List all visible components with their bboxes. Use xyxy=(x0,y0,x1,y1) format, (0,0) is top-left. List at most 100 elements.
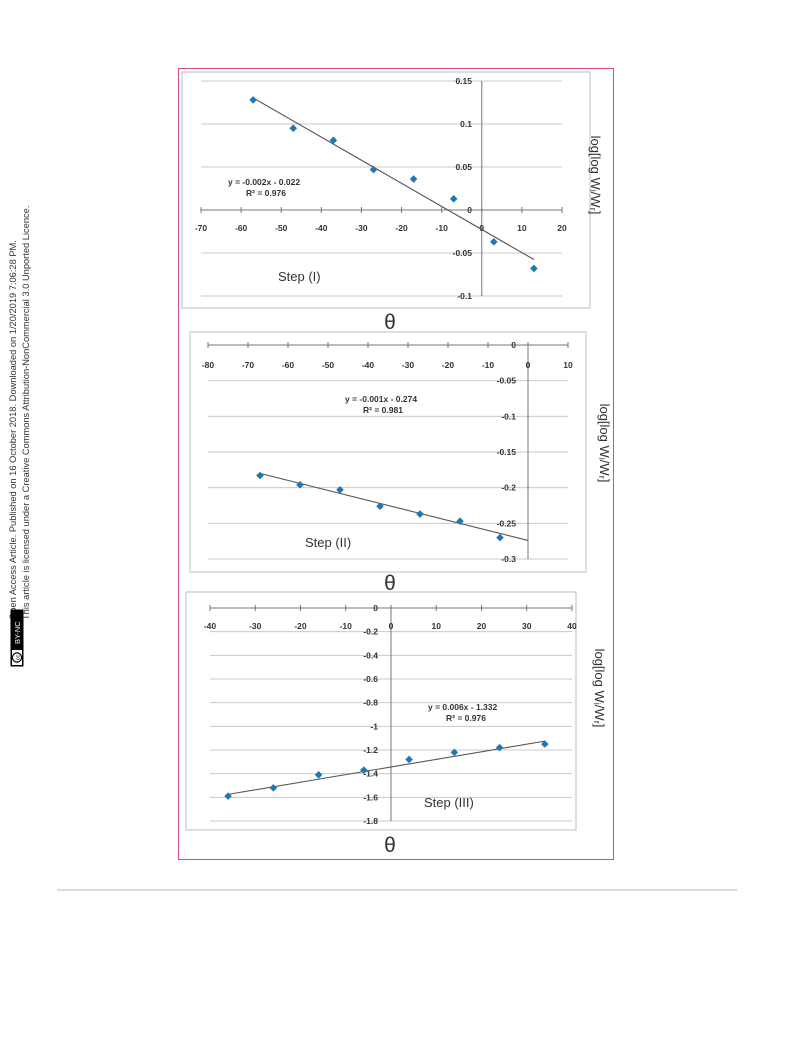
y-tick-label: -1.8 xyxy=(363,816,378,826)
chart-area xyxy=(181,71,591,309)
data-point xyxy=(256,471,264,480)
x-tick-label: -70 xyxy=(242,360,255,370)
y-tick-label: 0 xyxy=(373,603,378,613)
cc-badge-glyph: cc xyxy=(15,655,21,661)
x-axis-title: θ xyxy=(384,834,396,857)
y-tick-label: -1.4 xyxy=(363,769,378,779)
data-point xyxy=(409,175,418,183)
data-point xyxy=(336,486,344,494)
y-tick-label: -0.2 xyxy=(363,627,378,637)
x-tick-label: -50 xyxy=(322,360,335,370)
x-tick-label: -60 xyxy=(235,223,248,233)
fit-equation: y = -0.002x - 0.022 xyxy=(228,177,300,187)
y-tick-label: -1.6 xyxy=(363,792,378,802)
cc-icon xyxy=(11,652,23,663)
y-tick-label: 0.15 xyxy=(455,76,472,86)
chart-step-1: -70 -60 -50 -40 -30 -20 -10 0 10 20 -0.1 -0.05 0 0.05… xyxy=(181,71,603,334)
y-tick-label: 0 xyxy=(467,205,472,215)
x-tick-label: 0 xyxy=(389,621,394,631)
x-tick-label: -30 xyxy=(402,360,415,370)
data-point xyxy=(456,517,464,525)
x-tick-label: -80 xyxy=(202,360,215,370)
sidebar-svg: Open Access Article. Published on 16 Oct… xyxy=(8,206,31,667)
y-tick-label: 0.1 xyxy=(460,119,472,129)
x-tick-label: 0 xyxy=(526,360,531,370)
data-point xyxy=(224,792,232,800)
step-label: Step (II) xyxy=(305,535,351,550)
data-point xyxy=(496,533,504,542)
data-point xyxy=(314,771,323,779)
fit-r-squared: R² = 0.976 xyxy=(446,713,486,723)
y-tick-label: -0.15 xyxy=(497,447,517,457)
trendline xyxy=(252,97,535,261)
x-tick-label: 20 xyxy=(477,621,487,631)
y-tick-label: 0.05 xyxy=(455,162,472,172)
fit-r-squared: R² = 0.981 xyxy=(363,405,403,415)
data-point xyxy=(450,748,459,757)
x-tick-label: 10 xyxy=(563,360,573,370)
y-tick-label: -0.4 xyxy=(363,650,378,660)
cc-license-badge[interactable]: cc BY-NC xyxy=(10,609,24,667)
y-tick-label: 0 xyxy=(511,340,516,350)
y-tick-label: -0.1 xyxy=(501,411,516,421)
x-tick-label: -40 xyxy=(362,360,375,370)
x-axis-title: θ xyxy=(384,311,396,334)
x-tick-label: 10 xyxy=(517,223,527,233)
chart-step-3: -40 -30 -20 -10 0 10 20 30 40 0 -0.2 -0.4 -0.6 -0.8 -1… xyxy=(185,591,607,857)
fit-equation: y = 0.006x - 1.332 xyxy=(428,702,498,712)
data-point xyxy=(360,766,368,774)
x-tick-label: -40 xyxy=(204,621,217,631)
sidebar-line-2: This article is licensed under a Creativ… xyxy=(21,206,31,620)
x-axis-title: θ xyxy=(384,572,396,595)
x-tick-label: -20 xyxy=(294,621,307,631)
x-tick-label: -10 xyxy=(436,223,449,233)
y-axis-title: log[log Wᵢ/Wᵣ] xyxy=(597,404,612,483)
x-tick-label: -20 xyxy=(395,223,408,233)
y-tick-label: -0.05 xyxy=(453,248,473,258)
x-tick-label: 20 xyxy=(557,223,567,233)
y-tick-label: -0.6 xyxy=(363,674,378,684)
x-tick-label: 40 xyxy=(567,621,577,631)
y-axis-title: log[log Wᵢ/Wᵣ] xyxy=(592,649,607,728)
data-point xyxy=(376,502,384,511)
y-axis-title: log[log Wᵢ/Wᵣ] xyxy=(588,136,603,215)
x-tick-label: -30 xyxy=(249,621,262,631)
x-tick-label: -70 xyxy=(195,223,208,233)
x-tick-label: -60 xyxy=(282,360,295,370)
data-point xyxy=(369,165,378,174)
x-tick-label: -30 xyxy=(355,223,368,233)
y-tick-label: -1 xyxy=(370,721,378,731)
step-label: Step (I) xyxy=(278,269,321,284)
data-point xyxy=(296,481,304,489)
y-tick-label: -0.8 xyxy=(363,698,378,708)
article-license-sidebar: Open Access Article. Published on 16 Oct… xyxy=(2,100,52,670)
data-point xyxy=(249,96,257,104)
y-tick-label: -0.2 xyxy=(501,483,516,493)
x-tick-label: 10 xyxy=(432,621,442,631)
data-point xyxy=(530,264,538,273)
data-point xyxy=(495,743,504,752)
y-tick-label: -0.3 xyxy=(501,554,516,564)
x-tick-label: 0 xyxy=(479,223,484,233)
x-tick-label: -50 xyxy=(275,223,288,233)
y-tick-label: -0.1 xyxy=(457,291,472,301)
data-point xyxy=(416,510,424,518)
data-point xyxy=(329,136,338,145)
fit-equation: y = -0.001x - 0.274 xyxy=(345,394,417,404)
chart-area xyxy=(185,591,577,831)
page-divider xyxy=(57,889,737,891)
x-tick-label: -40 xyxy=(315,223,328,233)
x-tick-label: 30 xyxy=(522,621,532,631)
x-tick-label: -10 xyxy=(340,621,353,631)
chart-step-2: -80 -70 -60 -50 -40 -30 -20 -10 0 10 0 -0.05 -0.1 -0.… xyxy=(189,331,612,595)
figure-frame xyxy=(178,68,614,860)
data-point xyxy=(541,740,549,748)
trendline xyxy=(259,472,529,541)
fit-r-squared: R² = 0.976 xyxy=(246,188,286,198)
data-point xyxy=(269,784,278,792)
y-tick-label: -0.25 xyxy=(497,518,517,528)
data-point xyxy=(449,195,458,203)
x-tick-label: -10 xyxy=(482,360,495,370)
y-tick-label: -0.05 xyxy=(497,376,517,386)
